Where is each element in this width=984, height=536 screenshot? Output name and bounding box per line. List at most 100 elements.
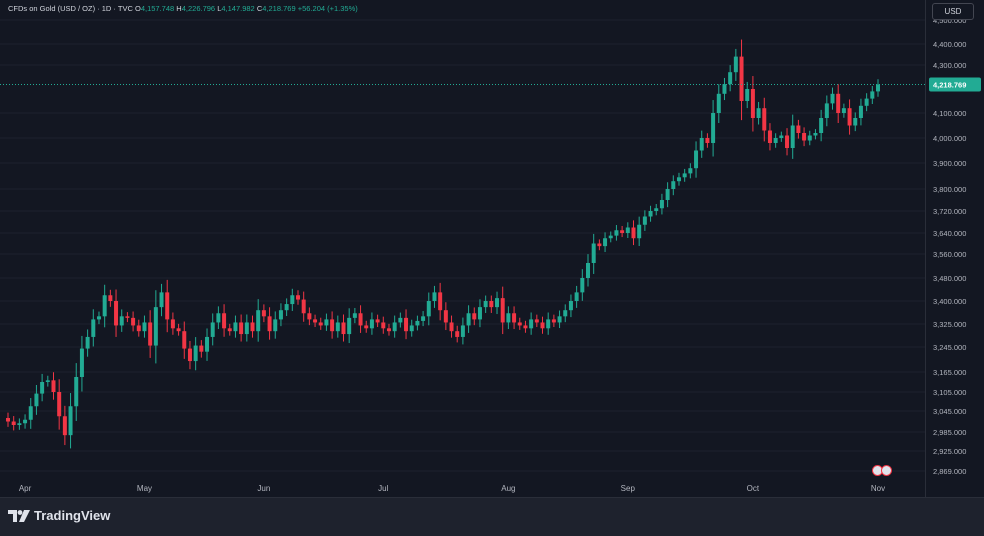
tradingview-logo-icon: [8, 509, 30, 522]
candle: [335, 315, 340, 338]
candle: [529, 312, 534, 335]
candle: [227, 323, 232, 336]
candle: [273, 311, 278, 339]
candle: [699, 130, 704, 158]
candle: [483, 295, 488, 313]
candle: [415, 315, 420, 331]
chart-area[interactable]: AprMayJunJulAugSepOctNovDec CFDs on Gold…: [0, 0, 984, 497]
event-flags[interactable]: [872, 465, 892, 476]
candle: [392, 315, 397, 338]
price-axis[interactable]: 4,500.000 4,400.000 4,300.000 4,100.000 4,00…: [925, 0, 984, 497]
candle: [131, 311, 136, 332]
candlestick-chart[interactable]: AprMayJunJulAugSepOctNovDec: [0, 0, 984, 497]
candle: [222, 304, 227, 337]
symbol-name: CFDs on Gold (USD / OZ) · 1D · TVC: [8, 4, 133, 13]
month-label: Jul: [378, 484, 388, 493]
candle: [682, 168, 687, 182]
candle: [807, 130, 812, 146]
candle: [381, 316, 386, 334]
candle: [119, 309, 124, 332]
candle: [591, 233, 596, 274]
price-tick-label: 2,925.000: [933, 447, 966, 456]
candle: [165, 279, 170, 333]
month-label: Oct: [747, 484, 760, 493]
candle: [836, 84, 841, 123]
price-tick-label: 3,045.000: [933, 407, 966, 416]
candle: [603, 232, 608, 253]
candle: [563, 304, 568, 323]
candle: [534, 314, 539, 328]
price-tick-label: 3,325.000: [933, 320, 966, 329]
candle: [773, 133, 778, 148]
candle: [477, 299, 482, 328]
candle: [824, 95, 829, 127]
candle: [620, 225, 625, 238]
candle: [705, 133, 710, 148]
candle: [830, 87, 835, 110]
candle: [68, 393, 73, 449]
candle: [597, 239, 602, 251]
candle: [728, 65, 733, 92]
candle: [472, 307, 477, 326]
candle: [870, 86, 875, 104]
candle: [733, 48, 738, 81]
candle: [802, 127, 807, 147]
candle: [864, 93, 869, 112]
open-label: O: [134, 4, 141, 13]
candle: [210, 313, 215, 346]
candle: [102, 284, 107, 328]
candle: [307, 307, 312, 326]
candle: [648, 205, 653, 222]
candle: [159, 283, 164, 317]
candle: [250, 315, 255, 338]
candle: [495, 291, 500, 315]
last-price-tag: 4,218.769: [929, 77, 981, 92]
low-label: L: [217, 4, 222, 13]
price-tick-label: 3,900.000: [933, 159, 966, 168]
candle: [665, 182, 670, 208]
candle: [466, 305, 471, 333]
candle: [489, 295, 494, 313]
candle: [216, 306, 221, 330]
candle: [313, 314, 318, 328]
price-tick-label: 3,640.000: [933, 229, 966, 238]
candle: [750, 76, 755, 132]
low-value: 4,147.982: [221, 4, 255, 13]
price-tick-label: 4,300.000: [933, 61, 966, 70]
candle: [11, 416, 16, 431]
candle: [296, 290, 300, 305]
candle: [756, 101, 761, 125]
price-tick-label: 2,869.000: [933, 467, 966, 476]
candle: [455, 325, 460, 343]
us-flag-icon-2[interactable]: [881, 465, 892, 476]
price-tick-label: 4,100.000: [933, 109, 966, 118]
candle: [739, 39, 744, 121]
candle: [688, 163, 693, 179]
price-axis-svg: 4,500.000 4,400.000 4,300.000 4,100.000 4,00…: [929, 16, 981, 476]
candle: [352, 307, 357, 324]
candle: [79, 335, 84, 392]
candle: [125, 312, 130, 323]
candle: [364, 320, 369, 333]
candle: [409, 319, 414, 337]
candle: [244, 314, 249, 342]
candle: [96, 311, 101, 325]
candle: [659, 193, 664, 215]
candle: [170, 312, 175, 335]
month-label: Nov: [871, 484, 885, 493]
open-value: 4,157.748: [140, 4, 175, 13]
candle: [796, 119, 801, 139]
candle: [23, 414, 28, 429]
candle: [324, 313, 329, 331]
candle: [557, 310, 562, 329]
month-label: Aug: [501, 484, 515, 493]
candle: [256, 299, 261, 342]
currency-button[interactable]: USD: [932, 3, 974, 20]
price-tick-label: 3,480.000: [933, 274, 966, 283]
month-label: Jun: [257, 484, 270, 493]
tradingview-logo[interactable]: TradingView: [8, 508, 110, 523]
last-price-tag-text: 4,218.769: [933, 80, 966, 89]
candle: [517, 317, 522, 330]
candle: [57, 379, 62, 430]
candle: [421, 311, 426, 327]
